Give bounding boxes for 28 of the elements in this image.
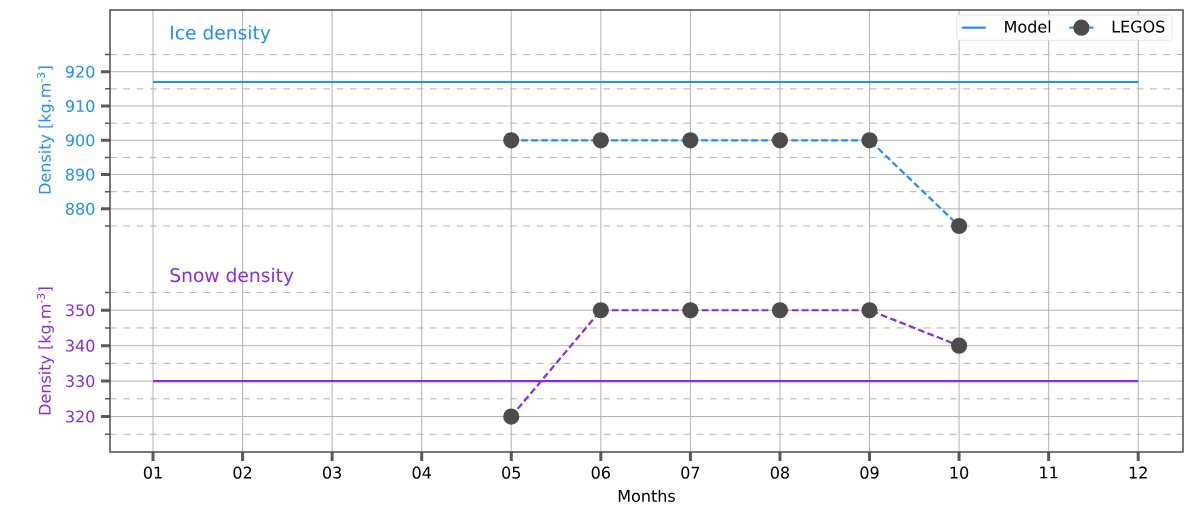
y-tick-label: 340 <box>66 339 95 352</box>
x-tick-label: 09 <box>860 466 879 479</box>
y-tick-label: 900 <box>65 134 95 147</box>
legend-label: Model <box>1005 20 1051 33</box>
text: Ice density <box>171 25 271 44</box>
x-axis-title: Months <box>618 489 675 503</box>
x-tick-label: 03 <box>323 466 342 479</box>
y-axis-title: Density [kg.m$^{-3}$] <box>36 66 54 194</box>
x-tick-label: 04 <box>412 466 431 479</box>
x-tick-label: 01 <box>143 466 162 479</box>
text: Snow density <box>170 267 294 286</box>
y-tick-label: 350 <box>66 304 95 317</box>
x-tick-label: 06 <box>591 466 610 479</box>
x-tick-label: 12 <box>1129 466 1147 479</box>
y-tick-label: 920 <box>65 65 95 78</box>
y-tick-label: 880 <box>65 202 95 215</box>
x-tick-label: 08 <box>770 466 790 479</box>
legend-label: LEGOS <box>1112 20 1165 33</box>
x-tick-label: 10 <box>950 466 969 479</box>
x-tick-label: 11 <box>1040 466 1058 479</box>
x-tick-label: 07 <box>681 466 700 479</box>
x-tick-label: 05 <box>502 466 521 479</box>
y-tick-label: 890 <box>65 168 95 181</box>
y-tick-label: 320 <box>66 410 95 423</box>
y-axis-title: Density [kg.m$^{-3}$] <box>36 287 54 415</box>
y-tick-label: 910 <box>65 99 95 113</box>
y-tick-label: 330 <box>66 375 95 388</box>
x-tick-label: 02 <box>233 466 252 479</box>
